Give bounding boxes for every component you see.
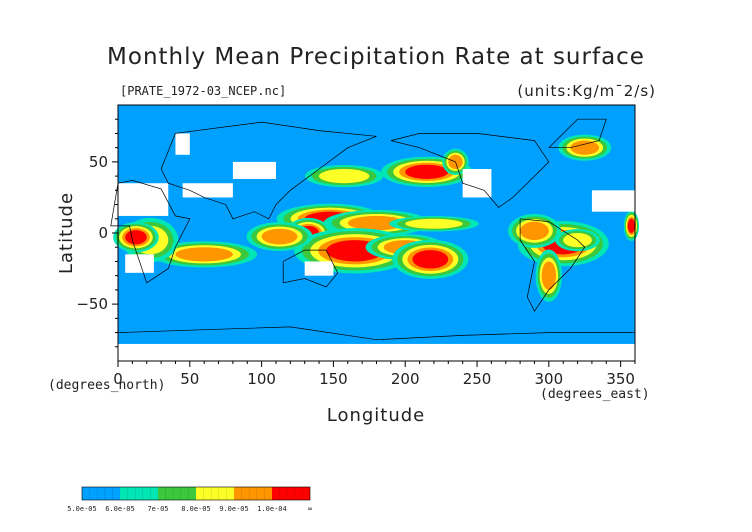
x-unit-label: (degrees_east) bbox=[540, 387, 650, 402]
colorbar-swatch-4 bbox=[234, 487, 272, 500]
coastline-3 bbox=[390, 133, 550, 208]
colorbar-tick-label-4: 9.0e-05 bbox=[219, 505, 249, 513]
colorbar-swatch-2 bbox=[158, 487, 196, 500]
coastline-4 bbox=[519, 218, 586, 312]
coastline-2 bbox=[282, 249, 339, 288]
colorbar-swatch-3 bbox=[196, 487, 234, 500]
precip-cell-7-level-4 bbox=[261, 228, 298, 245]
colorbar-tick-label-1: 6.0e-05 bbox=[105, 505, 135, 513]
colorbar-swatch-1 bbox=[120, 487, 158, 500]
y-tick-label-2: −50 bbox=[76, 295, 108, 313]
chart-subtitle: [PRATE_1972-03_NCEP.nc] bbox=[120, 84, 287, 98]
missing-region-5 bbox=[118, 343, 635, 361]
y-axis-label: Latitude bbox=[56, 192, 77, 274]
y-axis: 50 0 −50 bbox=[76, 118, 118, 348]
precip-cell-13-level-3 bbox=[319, 169, 370, 184]
precip-cell-16-level-4 bbox=[541, 261, 557, 290]
colorbar-frame bbox=[81, 486, 311, 501]
missing-region-0 bbox=[118, 183, 169, 216]
x-tick-label-7: 350 bbox=[606, 370, 635, 388]
x-axis: 0 50 100 150 200 250 300 350 bbox=[113, 361, 636, 388]
x-axis-label: Longitude bbox=[327, 405, 426, 426]
map-layer bbox=[113, 105, 640, 361]
missing-region-2 bbox=[232, 161, 276, 179]
x-tick-label-2: 100 bbox=[247, 370, 276, 388]
colorbar-tick-label-2: 7e-05 bbox=[147, 505, 168, 513]
colorbar-tick-label-0: 5.0e-05 bbox=[67, 505, 97, 513]
y-unit-label: (degrees_north) bbox=[48, 378, 165, 393]
missing-region-7 bbox=[304, 261, 334, 276]
colorbar: 5.0e-05 6.0e-05 7e-05 8.0e-05 9.0e-05 1.0e-04… bbox=[67, 486, 312, 513]
missing-region-3 bbox=[182, 183, 233, 198]
coastline-6 bbox=[117, 326, 635, 341]
x-tick-label-4: 200 bbox=[391, 370, 420, 388]
precip-cell-8-level-4 bbox=[175, 247, 233, 262]
x-tick-label-5: 250 bbox=[463, 370, 492, 388]
colorbar-swatch-5 bbox=[272, 487, 310, 500]
x-tick-label-3: 150 bbox=[319, 370, 348, 388]
x-tick-label-1: 50 bbox=[180, 370, 199, 388]
precip-cell-11-level-4 bbox=[520, 221, 549, 241]
precip-cell-1-level-4 bbox=[347, 215, 406, 231]
missing-region-6 bbox=[591, 190, 635, 212]
precip-cell-18-level-5 bbox=[627, 218, 635, 233]
colorbar-tick-label-5: 1.0e-04 bbox=[257, 505, 287, 513]
y-tick-label-1: 0 bbox=[98, 224, 108, 242]
colorbar-tick-label-6: ∞ bbox=[308, 505, 312, 513]
coastline-1 bbox=[160, 121, 377, 220]
coastline-0 bbox=[110, 180, 191, 284]
x-tick-label-0: 0 bbox=[113, 370, 123, 388]
precip-cell-2-level-3 bbox=[405, 218, 463, 229]
coastline-5 bbox=[548, 118, 607, 149]
chart-title: Monthly Mean Precipitation Rate at surfa… bbox=[107, 44, 645, 70]
x-tick-label-6: 300 bbox=[535, 370, 564, 388]
precip-cell-12-level-5 bbox=[405, 164, 449, 179]
colorbar-swatch-0 bbox=[82, 487, 120, 500]
precip-cell-14-level-4 bbox=[570, 140, 600, 155]
units-label: (units:Kg/m¯2/s) bbox=[517, 82, 656, 100]
missing-region-8 bbox=[125, 254, 154, 273]
precip-cell-6-level-5 bbox=[412, 250, 449, 269]
y-tick-label-0: 50 bbox=[89, 153, 108, 171]
missing-region-1 bbox=[175, 133, 190, 155]
coastline-layer bbox=[110, 118, 635, 341]
colorbar-tick-label-3: 8.0e-05 bbox=[181, 505, 211, 513]
precip-cell-17-level-5 bbox=[125, 230, 147, 245]
